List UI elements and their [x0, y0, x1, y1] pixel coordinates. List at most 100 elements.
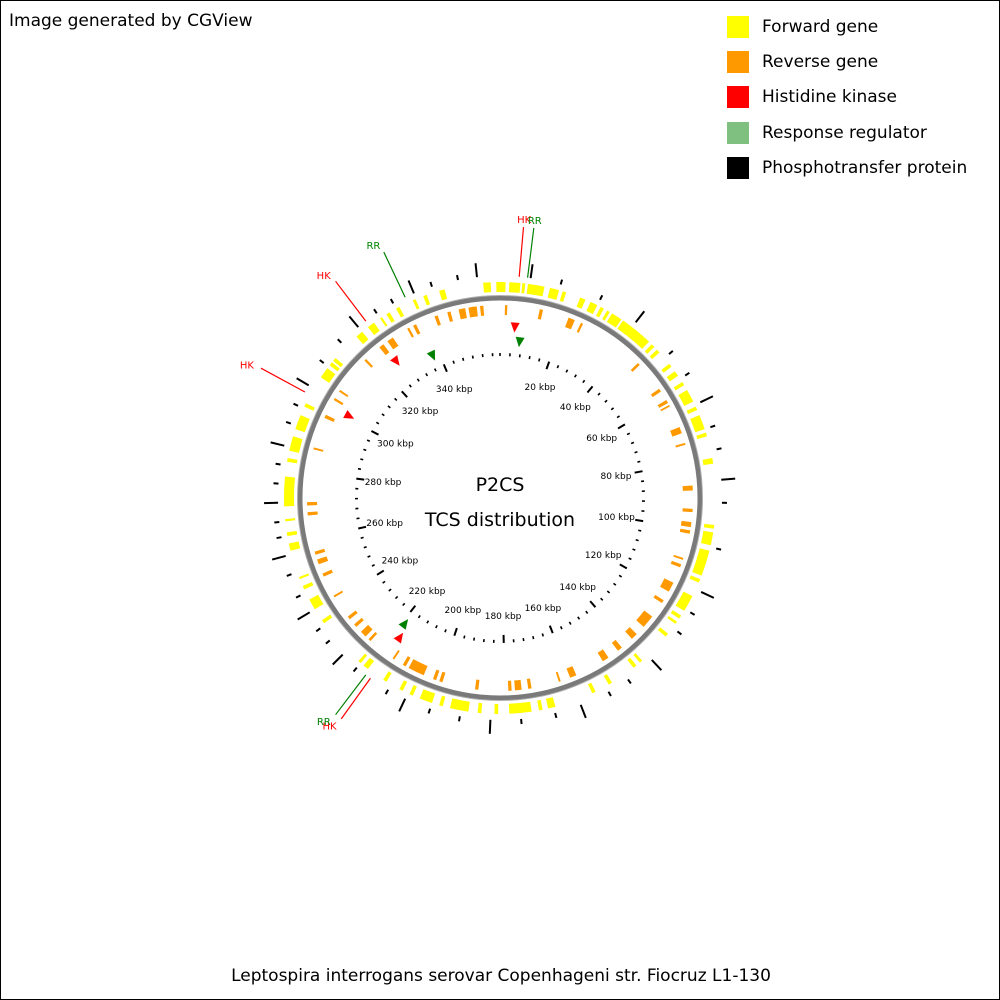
ruler-tick [632, 548, 636, 551]
outer-mark [676, 630, 683, 636]
outer-mark [474, 263, 478, 278]
outer-mark [286, 573, 292, 577]
forward-gene [320, 368, 336, 383]
forward-gene [644, 344, 655, 354]
forward-gene [702, 458, 714, 466]
forward-gene [666, 371, 679, 382]
reverse-gene [468, 306, 478, 318]
ruler-tick-label: 40 kbp [560, 403, 591, 413]
forward-gene [602, 310, 610, 321]
reverse-gene [657, 400, 668, 408]
reverse-gene [555, 671, 561, 682]
reverse-gene [682, 508, 693, 513]
reverse-gene [413, 324, 421, 335]
reverse-gene [407, 327, 414, 338]
ruler-tick [617, 423, 626, 430]
reverse-gene [653, 594, 664, 604]
reverse-gene [526, 678, 532, 689]
outer-mark [651, 659, 663, 671]
forward-gene [363, 657, 375, 669]
forward-gene [606, 313, 622, 328]
forward-gene [483, 282, 492, 293]
outer-mark [332, 653, 344, 666]
reverse-gene [625, 627, 637, 639]
outer-mark [274, 520, 280, 524]
outer-mark [579, 704, 587, 719]
legend-item-forward-gene: Forward gene [727, 9, 967, 44]
ruler-tick-label: 260 kbp [366, 519, 403, 529]
forward-gene [396, 306, 405, 318]
outer-mark [293, 402, 299, 407]
ruler-tick [538, 358, 541, 362]
outer-mark [296, 377, 310, 387]
ruler-tick-label: 60 kbp [586, 434, 617, 444]
reverse-gene [333, 398, 344, 406]
ruler-tick-label: 120 kbp [585, 551, 622, 561]
outer-mark [407, 280, 415, 294]
outer-mark [699, 395, 714, 404]
ruler-tick [363, 448, 367, 452]
outer-marks-track [264, 263, 736, 734]
ruler-tick [357, 467, 362, 471]
forward-gene [675, 591, 693, 611]
outer-mark [373, 308, 378, 314]
forward-gene [657, 627, 669, 637]
forward-gene [633, 653, 643, 663]
ruler-tick [565, 369, 569, 373]
legend-label: Forward gene [762, 16, 879, 37]
forward-gene [380, 317, 388, 327]
ruler-tick [610, 407, 615, 411]
forward-gene [521, 283, 526, 294]
forward-gene [508, 282, 521, 293]
outer-mark [285, 420, 292, 425]
organism-name: Leptospira interrogans serovar Copenhage… [231, 966, 771, 986]
ruler-tick [394, 595, 399, 600]
ruler-tick [370, 430, 379, 436]
tcs-markers-track [343, 322, 525, 644]
outer-mark [710, 424, 716, 429]
reverse-gene [611, 639, 622, 651]
forward-gene [627, 657, 637, 668]
forward-gene [329, 362, 340, 372]
ruler-tick [528, 355, 531, 360]
ruler-tick [577, 616, 581, 620]
histidine-kinase-marker [510, 322, 520, 333]
ruler-tick [360, 536, 364, 540]
credit-text: Image generated by CGView [9, 11, 253, 31]
reverse-gene [504, 305, 508, 316]
forward-gene [439, 695, 446, 707]
outer-mark [488, 719, 492, 734]
ruler-tick [585, 610, 589, 614]
callout-label: RR [366, 241, 380, 252]
legend-swatch-response-regulator [727, 121, 749, 144]
forward-gene [595, 306, 604, 318]
callout-line [518, 226, 525, 277]
ruler-tick [589, 600, 597, 608]
ruler-tick [635, 539, 639, 542]
outer-mark [276, 536, 282, 540]
ruler-tick [618, 574, 623, 578]
forward-gene [576, 297, 586, 309]
reverse-gene [307, 511, 318, 516]
ruler-tick [604, 399, 608, 403]
ruler-tick [375, 421, 380, 425]
ruler-tick [471, 355, 474, 359]
forward-gene [603, 674, 613, 685]
outer-mark [689, 611, 696, 616]
forward-gene [439, 289, 448, 301]
ruler-tick [453, 627, 458, 636]
outer-mark [715, 547, 722, 551]
forward-gene [678, 390, 694, 406]
reverse-gene [566, 666, 577, 678]
ruler-tick [619, 563, 628, 570]
reverse-gene [392, 650, 400, 660]
ruler-tick [545, 361, 551, 370]
ruler-tick [402, 602, 406, 607]
forward-gene [383, 671, 392, 682]
ruler-tick [358, 525, 367, 530]
outer-mark [554, 712, 558, 719]
outer-mark [607, 691, 612, 697]
ruler-tick [408, 384, 412, 388]
ruler-tick [452, 360, 455, 364]
reverse-gene [507, 680, 512, 691]
